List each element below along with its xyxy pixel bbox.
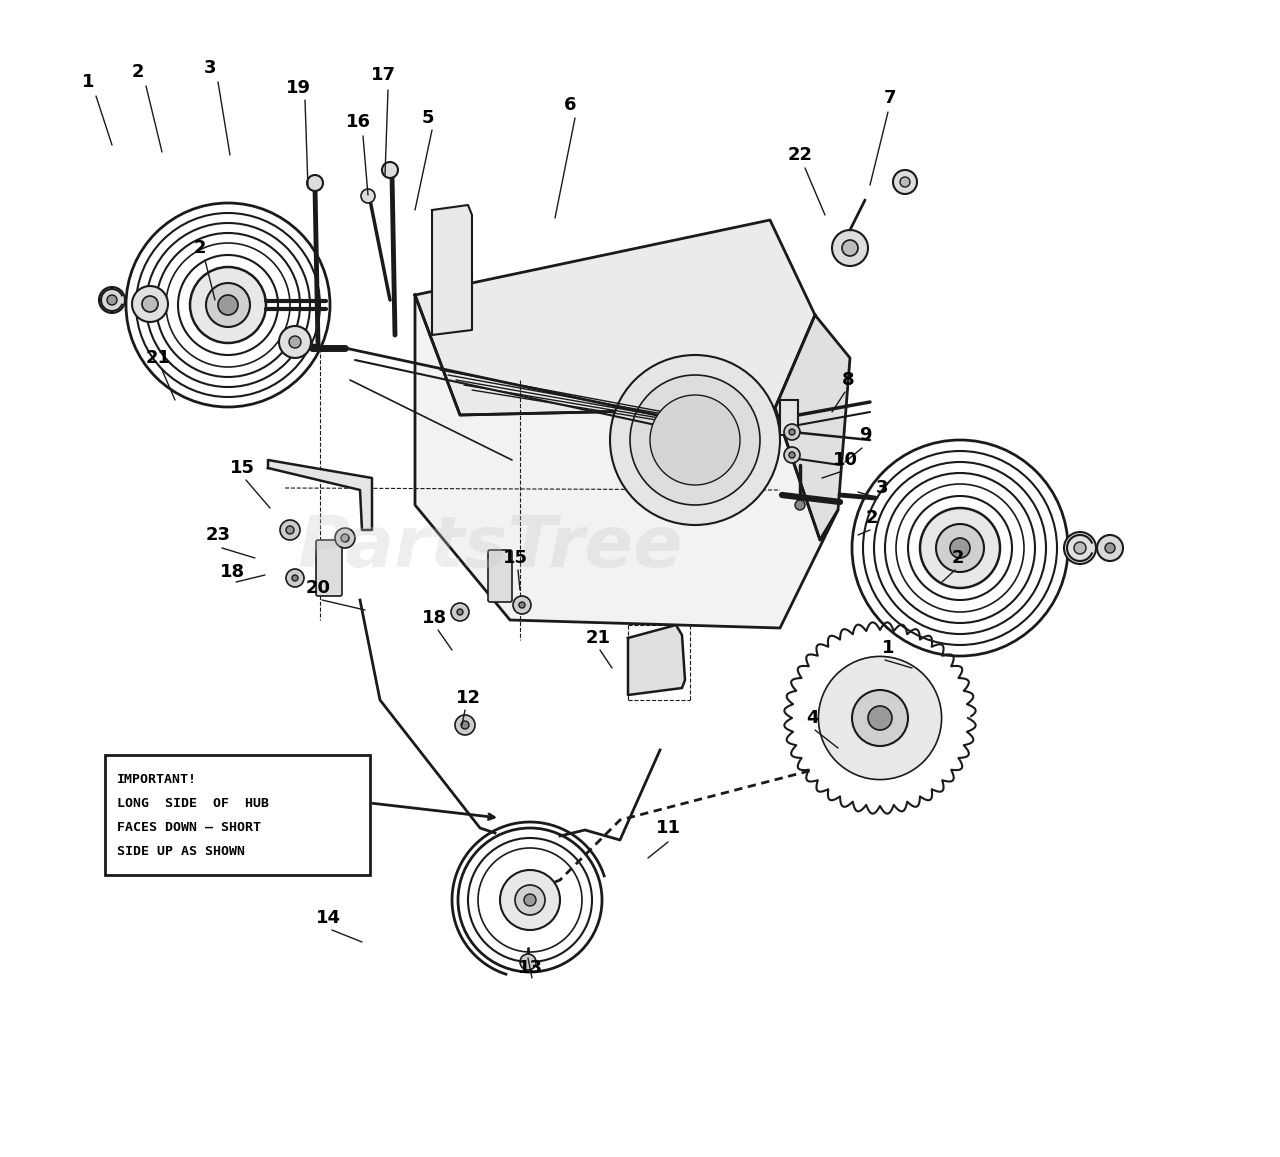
Circle shape [524, 894, 536, 906]
Circle shape [451, 603, 468, 621]
Text: 22: 22 [787, 146, 813, 164]
Text: 15: 15 [503, 550, 527, 567]
Text: 5: 5 [421, 109, 434, 127]
Text: PartsTree: PartsTree [297, 514, 682, 582]
Bar [105, 756, 370, 875]
Text: 2: 2 [865, 509, 878, 526]
Circle shape [788, 452, 795, 458]
Text: 21: 21 [585, 629, 611, 647]
Text: 15: 15 [229, 459, 255, 477]
Circle shape [852, 690, 908, 746]
Polygon shape [415, 295, 838, 628]
Circle shape [795, 500, 805, 510]
Circle shape [520, 955, 536, 970]
Circle shape [279, 326, 311, 358]
Circle shape [285, 569, 305, 587]
Circle shape [142, 296, 157, 312]
Text: 13: 13 [517, 959, 543, 977]
Circle shape [335, 528, 355, 548]
Text: 10: 10 [832, 451, 858, 469]
Polygon shape [268, 460, 372, 530]
Circle shape [289, 336, 301, 348]
Circle shape [361, 189, 375, 202]
Text: 20: 20 [306, 578, 330, 597]
Circle shape [189, 267, 266, 342]
Circle shape [292, 575, 298, 581]
Circle shape [461, 721, 468, 729]
Polygon shape [415, 220, 815, 415]
Circle shape [99, 287, 125, 314]
Text: 6: 6 [563, 96, 576, 115]
Circle shape [788, 429, 795, 435]
Polygon shape [628, 625, 685, 695]
Circle shape [611, 355, 780, 525]
Text: LONG  SIDE  OF  HUB: LONG SIDE OF HUB [116, 797, 269, 810]
Circle shape [518, 602, 525, 607]
Circle shape [950, 538, 970, 558]
Circle shape [500, 870, 561, 930]
Text: 18: 18 [219, 563, 244, 581]
Circle shape [280, 519, 300, 540]
Polygon shape [433, 205, 472, 336]
Polygon shape [774, 315, 850, 540]
Circle shape [206, 283, 250, 327]
Text: 2: 2 [193, 239, 206, 257]
FancyBboxPatch shape [488, 550, 512, 602]
Circle shape [868, 706, 892, 730]
Circle shape [893, 170, 916, 194]
Circle shape [842, 239, 858, 256]
Circle shape [650, 395, 740, 485]
Text: 3: 3 [876, 479, 888, 498]
Text: 8: 8 [842, 371, 854, 389]
Circle shape [513, 596, 531, 614]
Circle shape [285, 526, 294, 535]
Circle shape [900, 177, 910, 187]
Circle shape [218, 295, 238, 315]
Circle shape [454, 715, 475, 735]
Text: 11: 11 [655, 819, 681, 837]
Text: 21: 21 [146, 349, 170, 367]
Circle shape [936, 524, 984, 572]
Text: 9: 9 [859, 426, 872, 444]
Text: 1: 1 [882, 639, 895, 657]
Circle shape [832, 230, 868, 266]
Text: 19: 19 [285, 79, 311, 97]
Circle shape [1064, 532, 1096, 563]
Circle shape [1074, 541, 1085, 554]
Text: SIDE UP AS SHOWN: SIDE UP AS SHOWN [116, 845, 244, 858]
Circle shape [1097, 535, 1123, 561]
Circle shape [818, 656, 942, 780]
Text: 23: 23 [206, 526, 230, 544]
Text: 16: 16 [346, 113, 370, 131]
Text: 1: 1 [82, 73, 95, 91]
Circle shape [630, 375, 760, 504]
Circle shape [920, 508, 1000, 588]
Text: 7: 7 [883, 89, 896, 106]
Circle shape [307, 175, 323, 191]
Circle shape [783, 447, 800, 463]
Text: 12: 12 [456, 690, 480, 707]
Circle shape [1105, 543, 1115, 553]
Text: 17: 17 [370, 66, 396, 84]
Text: IMPORTANT!: IMPORTANT! [116, 773, 197, 786]
Circle shape [132, 286, 168, 322]
Circle shape [340, 535, 349, 541]
Circle shape [457, 609, 463, 616]
Circle shape [783, 423, 800, 440]
Text: FACES DOWN – SHORT: FACES DOWN – SHORT [116, 821, 261, 834]
Text: 14: 14 [315, 909, 340, 927]
Text: 4: 4 [805, 709, 818, 727]
Circle shape [515, 885, 545, 915]
FancyBboxPatch shape [316, 540, 342, 596]
Text: 3: 3 [204, 59, 216, 78]
Circle shape [381, 162, 398, 178]
Bar [780, 400, 797, 435]
Circle shape [108, 295, 116, 305]
Text: 2: 2 [132, 62, 145, 81]
Text: 2: 2 [952, 550, 964, 567]
Text: 18: 18 [422, 609, 448, 627]
